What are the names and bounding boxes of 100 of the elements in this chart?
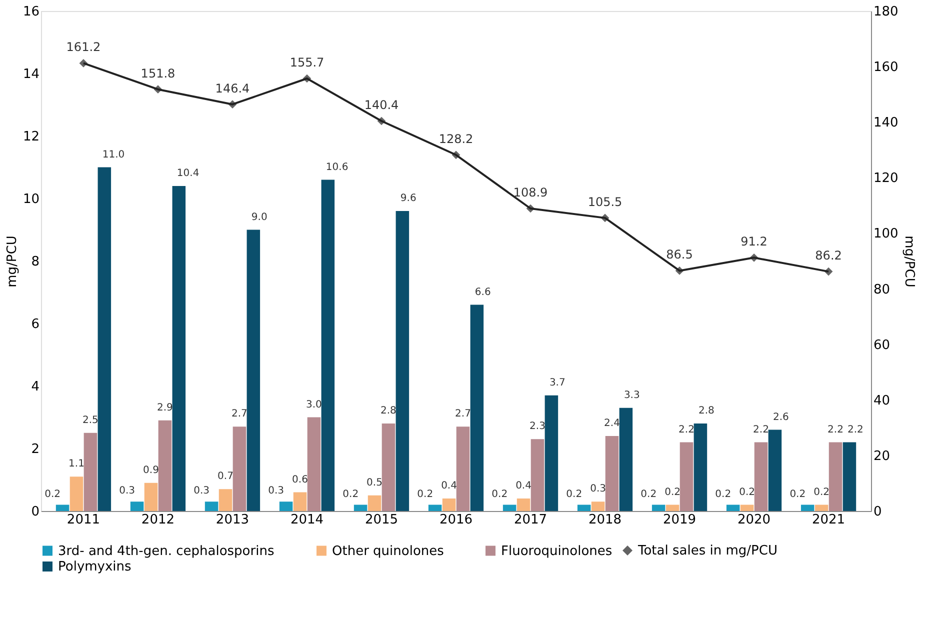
bar xyxy=(470,304,484,511)
data-label: 2.4 xyxy=(604,418,620,429)
data-label: 146.4 xyxy=(215,81,250,96)
bar xyxy=(172,186,186,511)
y-tick-label: 14 xyxy=(22,67,40,82)
data-label: 91.2 xyxy=(740,234,768,249)
x-tick-label: 2019 xyxy=(662,512,696,528)
data-label: 0.2 xyxy=(814,486,830,498)
x-tick-label: 2014 xyxy=(290,512,324,528)
point xyxy=(377,116,386,126)
data-label: 128.2 xyxy=(438,132,474,146)
data-label: 2.9 xyxy=(157,402,173,414)
x-tick-label: 2013 xyxy=(216,512,250,528)
bar xyxy=(84,432,98,511)
data-label: 0.5 xyxy=(366,477,382,488)
x-tick-label: 2020 xyxy=(737,512,771,528)
bar xyxy=(666,504,680,511)
x-tick-label: 2011 xyxy=(66,512,100,528)
bar xyxy=(754,442,768,511)
data-label: 11.0 xyxy=(102,149,125,160)
data-label: 0.3 xyxy=(119,486,136,497)
y2-tick-label: 40 xyxy=(874,393,890,408)
data-label: 0.4 xyxy=(441,480,457,492)
data-label: 2.3 xyxy=(530,421,546,432)
data-label: 1.1 xyxy=(68,458,84,470)
data-label: 108.9 xyxy=(513,186,548,200)
y-tick-label: 6 xyxy=(31,317,40,332)
x-tick-label: 2015 xyxy=(364,512,398,528)
data-label: 2.7 xyxy=(232,408,248,420)
y-axis-title: mg/PCU xyxy=(4,236,20,288)
y2-tick-label: 120 xyxy=(874,171,898,186)
bar xyxy=(396,211,410,511)
x-tick-label: 2017 xyxy=(514,512,548,528)
bar xyxy=(354,504,368,511)
x-tick-label: 2012 xyxy=(141,512,175,528)
bar xyxy=(516,498,530,511)
bar xyxy=(605,436,619,511)
data-label: 0.2 xyxy=(739,486,755,498)
legend-label: Fluoroquinolones xyxy=(501,544,612,559)
y2-tick-label: 160 xyxy=(874,60,898,76)
bar xyxy=(321,180,335,511)
y2-tick-label: 80 xyxy=(874,282,890,298)
bar xyxy=(800,504,814,511)
bar xyxy=(726,504,740,511)
bar xyxy=(368,495,382,511)
bar xyxy=(680,442,694,511)
data-label: 3.7 xyxy=(549,377,566,388)
data-label: 9.6 xyxy=(400,193,416,204)
data-label: 2.6 xyxy=(772,412,789,423)
bar xyxy=(307,417,321,511)
y-tick-label: 2 xyxy=(31,442,40,457)
bar xyxy=(98,167,112,511)
data-label: 0.2 xyxy=(640,488,657,500)
bar xyxy=(279,502,293,511)
y-tick-label: 16 xyxy=(22,4,40,20)
y2-tick-label: 60 xyxy=(874,338,890,353)
y2-tick-label: 180 xyxy=(874,4,898,20)
bar xyxy=(544,395,558,511)
legend-label: Polymyxins xyxy=(58,560,132,574)
y-tick-label: 4 xyxy=(31,380,40,394)
bar xyxy=(814,504,828,511)
bar xyxy=(382,424,396,511)
data-label: 0.2 xyxy=(566,488,582,500)
point xyxy=(79,59,88,68)
point xyxy=(750,253,758,262)
data-label: 3.0 xyxy=(306,399,322,410)
bar xyxy=(456,426,470,511)
point xyxy=(600,214,610,222)
data-label: 140.4 xyxy=(364,98,399,112)
data-label: 10.6 xyxy=(326,162,348,173)
y2-tick-label: 0 xyxy=(874,504,882,520)
point xyxy=(154,85,162,94)
data-label: 0.2 xyxy=(492,488,508,500)
data-label: 2.2 xyxy=(847,424,864,436)
y2-tick-label: 140 xyxy=(874,116,898,131)
data-label: 10.4 xyxy=(176,168,200,179)
data-label: 2.8 xyxy=(698,406,714,416)
bar xyxy=(144,482,158,511)
point xyxy=(302,74,312,83)
bar xyxy=(530,439,544,511)
data-label: 0.2 xyxy=(715,488,732,500)
data-label: 105.5 xyxy=(588,194,622,209)
bar xyxy=(232,426,246,511)
data-label: 0.2 xyxy=(417,488,434,500)
bar xyxy=(442,498,456,511)
data-label: 0.4 xyxy=(516,480,532,492)
bar xyxy=(740,504,754,511)
bar xyxy=(768,430,782,511)
bar xyxy=(619,408,633,511)
data-label: 2.7 xyxy=(455,408,471,420)
y-tick-label: 0 xyxy=(31,504,40,520)
x-tick-label: 2018 xyxy=(588,512,622,528)
bar xyxy=(130,502,144,511)
data-label: 2.5 xyxy=(82,414,98,426)
data-label: 0.3 xyxy=(590,484,606,495)
data-label: 0.2 xyxy=(342,488,359,500)
data-label: 86.2 xyxy=(815,248,842,263)
data-label: 2.2 xyxy=(753,424,769,436)
legend-label: Other quinolones xyxy=(332,544,444,559)
point xyxy=(675,266,684,275)
